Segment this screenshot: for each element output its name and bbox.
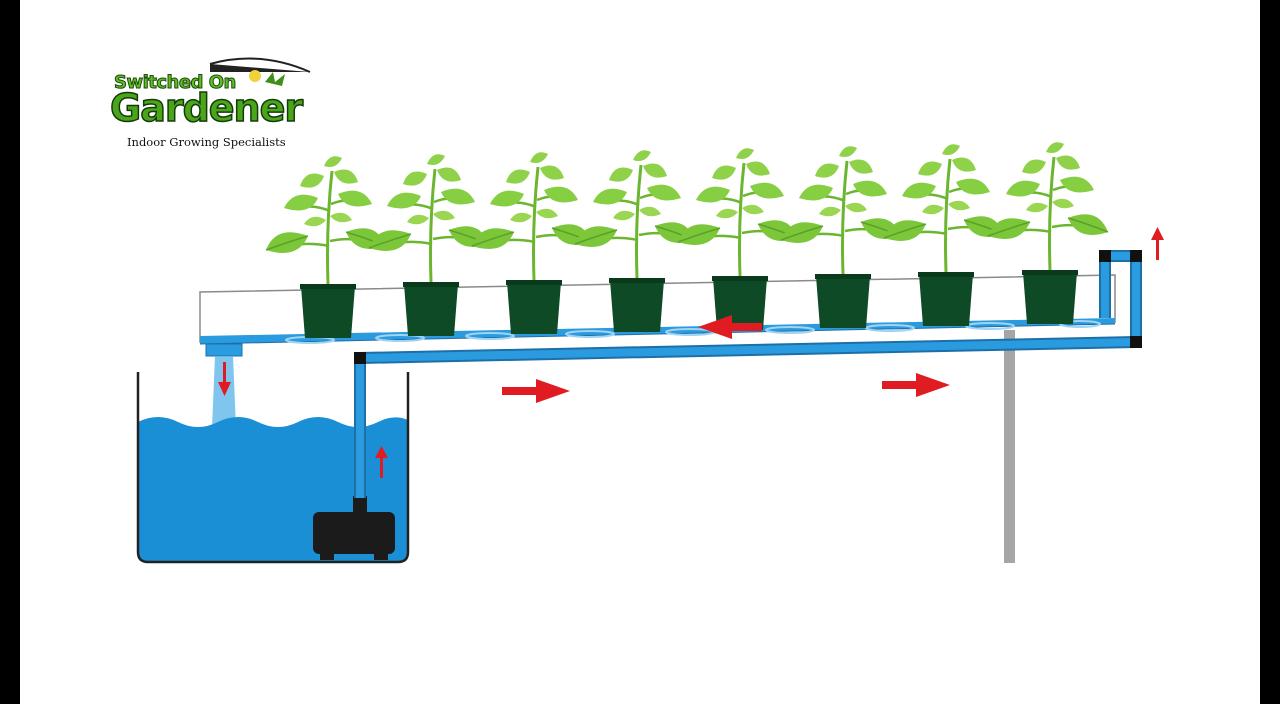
flow-arrow-down-drain	[218, 362, 231, 396]
water-pump	[313, 496, 395, 560]
logo-brand-main: Gardener	[109, 85, 304, 131]
logo-brand-top: Switched On	[114, 72, 237, 94]
diagram-canvas: Switched On Gardener Indoor Growing Spec…	[20, 0, 1260, 704]
stand-leg	[1004, 330, 1015, 563]
flow-arrow-right-1	[502, 379, 570, 403]
lamp-icon	[209, 57, 311, 86]
flow-arrow-left-channel	[698, 315, 762, 339]
flow-arrow-right-2	[882, 373, 950, 397]
supply-pipe	[354, 250, 1142, 498]
logo-tagline: Indoor Growing Specialists	[127, 135, 286, 149]
hydroponic-system-diagram	[136, 140, 1164, 564]
flow-arrows	[218, 227, 1164, 478]
flow-arrow-up-pump	[375, 446, 388, 478]
brand-logo: Switched On Gardener Indoor Growing Spec…	[109, 50, 315, 150]
flow-arrow-up-riser	[1151, 227, 1164, 260]
